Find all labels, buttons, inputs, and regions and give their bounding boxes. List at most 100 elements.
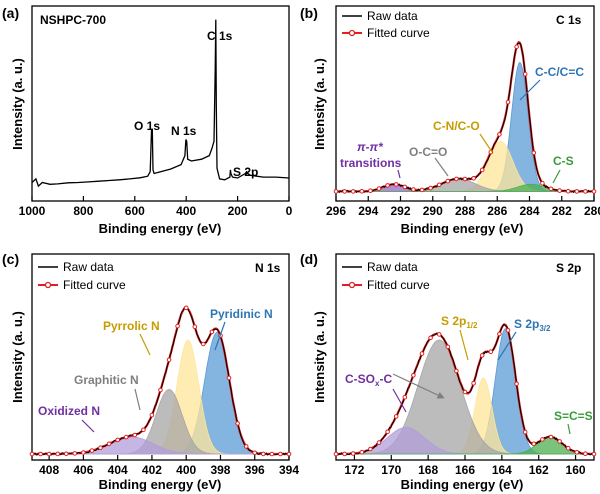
x-tick-label: 280 <box>584 204 600 218</box>
fit-marker <box>333 189 339 194</box>
fit-marker <box>106 441 112 447</box>
fit-marker <box>583 189 588 194</box>
fit-marker <box>591 451 597 457</box>
fit-marker <box>445 344 451 350</box>
panel-d-x-ticks: 172 170 168 166 164 162 160 <box>344 455 586 477</box>
c-annot-oxidized: Oxidized N <box>38 404 100 418</box>
fit-marker <box>235 421 240 426</box>
x-tick-label: 394 <box>279 463 299 477</box>
panel-a-x-ticks: 1000 800 600 400 200 0 <box>19 196 293 218</box>
b-annot-occ: O-C=O <box>409 145 447 159</box>
d-leader-csox <box>392 388 407 413</box>
x-tick-label: 166 <box>455 463 475 477</box>
fit-marker <box>454 368 459 374</box>
peak-fill <box>336 339 594 455</box>
fit-marker <box>522 71 528 77</box>
legend-fit-label: Fitted curve <box>367 278 430 292</box>
fit-marker <box>29 451 35 457</box>
fit-marker <box>522 429 528 435</box>
x-tick-label: 800 <box>73 204 93 218</box>
panel-d-title: S 2p <box>556 261 581 275</box>
fit-marker <box>505 99 511 105</box>
d-annot-s2p12: S 2p1/2 <box>441 314 478 330</box>
annotation-leaders <box>81 79 571 435</box>
x-tick-label: 290 <box>423 204 443 218</box>
fit-marker <box>471 380 476 386</box>
fit-marker <box>81 450 86 455</box>
x-tick-label: 402 <box>142 463 162 477</box>
fit-marker <box>411 373 416 378</box>
fit-marker <box>428 185 433 191</box>
panel-a-frame <box>31 5 290 202</box>
fit-marker <box>286 451 292 457</box>
fit-marker <box>123 434 129 440</box>
legend-fit-label: Fitted curve <box>367 26 430 40</box>
x-tick-label: 282 <box>552 204 572 218</box>
panel-b-c1s: (b) C 1s Raw data Fitted curve 296 294 292… <box>300 5 600 236</box>
panel-a-title: NSHPC-700 <box>40 13 106 27</box>
fit-marker <box>385 429 390 435</box>
x-tick-label: 162 <box>529 463 549 477</box>
panel-c-xlabel: Binding energy (eV) <box>99 477 222 492</box>
x-tick-label: 164 <box>492 463 512 477</box>
b-leader-cn <box>479 133 493 153</box>
fit-marker <box>368 188 373 193</box>
fit-marker <box>548 434 554 440</box>
panel-b-title: C 1s <box>556 13 582 27</box>
fit-marker <box>393 414 399 419</box>
fit-marker <box>574 450 580 455</box>
fit-marker <box>192 324 198 330</box>
legend-fit-marker <box>348 29 356 37</box>
c-annot-pyrrolic: Pyrrolic N <box>103 319 160 333</box>
panel-a-ylabel: Intensity (a. u.) <box>10 58 25 150</box>
panel-b-label: (b) <box>300 5 318 21</box>
fit-marker <box>479 167 485 173</box>
fit-marker <box>402 184 408 190</box>
fit-marker <box>557 188 562 193</box>
fit-marker <box>471 176 476 181</box>
fit-marker <box>514 44 519 50</box>
fit-marker <box>428 335 433 341</box>
fit-marker <box>462 389 468 395</box>
fit-marker <box>479 353 485 358</box>
panel-d-xlabel: Binding energy (eV) <box>401 477 524 492</box>
x-tick-label: 160 <box>566 463 586 477</box>
panel-b-x-ticks: 296 294 292 290 288 286 284 282 280 <box>326 196 600 218</box>
panel-a-curves <box>31 19 290 188</box>
d-annot-csox: C-SOx-C <box>345 372 392 388</box>
b-annot-pipi: π-π* <box>357 140 384 154</box>
x-tick-label: 172 <box>344 463 364 477</box>
fit-marker <box>72 451 78 456</box>
x-tick-label: 408 <box>39 463 59 477</box>
fit-marker <box>419 187 425 193</box>
fit-marker <box>497 331 502 337</box>
panel-b-legend: Raw data Fitted curve <box>342 9 430 40</box>
fit-marker <box>488 349 494 355</box>
fit-marker <box>333 451 339 457</box>
fit-marker <box>64 451 69 457</box>
fit-marker <box>350 451 356 456</box>
fit-marker <box>574 189 580 194</box>
b-annot-transitions: transitions <box>340 156 402 170</box>
d-leader-scs <box>567 423 571 435</box>
fit-marker <box>55 451 61 457</box>
c-annot-pyridinic: Pyridinic N <box>210 307 273 321</box>
x-tick-label: 286 <box>487 204 507 218</box>
panel-a-survey: (a) NSHPC-700 1000 800 600 400 200 0 O 1s N 1… <box>2 5 293 236</box>
fit-marker <box>46 451 52 457</box>
panel-c-label: (c) <box>2 251 19 267</box>
fit-marker <box>38 451 43 457</box>
panel-a-xlabel: Binding energy (eV) <box>99 221 222 236</box>
fit-marker <box>540 180 545 186</box>
panel-c-ylabel: Intensity (a. u.) <box>10 311 25 403</box>
a-annot-o1s: O 1s <box>134 119 160 133</box>
fit-marker <box>462 176 468 182</box>
d-leader-s2p12 <box>459 329 469 361</box>
legend-raw-label: Raw data <box>367 9 418 23</box>
a-annot-s2p: S 2p <box>233 165 258 179</box>
x-tick-label: 400 <box>176 204 196 218</box>
panel-c-legend: Raw data Fitted curve <box>38 260 126 292</box>
fit-marker <box>149 412 155 418</box>
fit-marker <box>98 445 103 451</box>
